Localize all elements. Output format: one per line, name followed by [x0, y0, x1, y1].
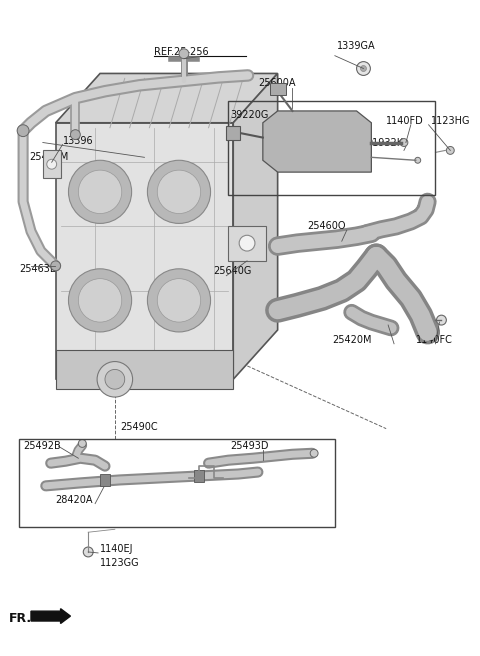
Text: 1339GA: 1339GA: [337, 41, 375, 51]
Circle shape: [436, 315, 446, 325]
Bar: [228, 101, 435, 195]
Bar: [194, 470, 204, 482]
Text: 39220G: 39220G: [230, 110, 269, 120]
Circle shape: [78, 279, 122, 322]
FancyArrow shape: [31, 609, 71, 623]
Bar: [227, 126, 240, 140]
Polygon shape: [56, 73, 277, 123]
Bar: [19, 438, 335, 527]
Text: 1123GG: 1123GG: [100, 558, 140, 568]
Circle shape: [47, 159, 57, 169]
Text: 25493D: 25493D: [230, 441, 269, 451]
Text: 28420A: 28420A: [56, 495, 93, 504]
Circle shape: [105, 369, 125, 389]
Polygon shape: [56, 350, 233, 389]
Circle shape: [179, 49, 189, 58]
Circle shape: [357, 62, 371, 75]
Text: 1140FC: 1140FC: [416, 335, 453, 345]
Circle shape: [147, 269, 211, 332]
Text: 25463E: 25463E: [19, 264, 56, 274]
Polygon shape: [228, 226, 266, 261]
Circle shape: [78, 170, 122, 214]
Polygon shape: [233, 73, 277, 379]
Circle shape: [415, 157, 420, 163]
Circle shape: [69, 160, 132, 224]
Circle shape: [239, 236, 255, 251]
Text: 25600A: 25600A: [258, 78, 295, 89]
Circle shape: [147, 160, 211, 224]
Circle shape: [69, 269, 132, 332]
Circle shape: [17, 125, 29, 136]
Text: 25420M: 25420M: [332, 335, 372, 345]
Bar: [270, 83, 286, 95]
Text: 1140FD: 1140FD: [386, 116, 424, 126]
Polygon shape: [56, 123, 233, 379]
Circle shape: [97, 361, 132, 397]
Circle shape: [360, 66, 366, 72]
Text: 25460O: 25460O: [307, 221, 346, 232]
Text: 1123HG: 1123HG: [431, 116, 470, 126]
Text: 25461M: 25461M: [29, 152, 68, 162]
Circle shape: [400, 138, 408, 146]
Circle shape: [51, 261, 60, 271]
Circle shape: [83, 547, 93, 557]
Text: 25490C: 25490C: [120, 422, 157, 432]
Circle shape: [310, 449, 318, 457]
Text: 25640G: 25640G: [214, 266, 252, 276]
Text: 13396: 13396: [62, 136, 93, 146]
Text: FR.: FR.: [9, 611, 33, 625]
Circle shape: [157, 279, 201, 322]
Bar: [43, 150, 60, 178]
Bar: [100, 474, 110, 486]
Text: 91932K: 91932K: [366, 138, 404, 148]
Circle shape: [78, 440, 86, 447]
Text: REF.25-256: REF.25-256: [154, 47, 209, 57]
Circle shape: [157, 170, 201, 214]
Text: 1140EJ: 1140EJ: [100, 544, 133, 554]
Circle shape: [446, 146, 454, 154]
Circle shape: [71, 130, 80, 140]
Polygon shape: [263, 111, 372, 172]
Text: 25492B: 25492B: [23, 441, 61, 451]
